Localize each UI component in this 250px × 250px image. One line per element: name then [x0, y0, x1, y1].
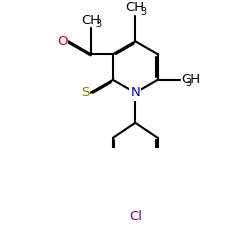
Text: S: S	[81, 86, 90, 99]
Text: 3: 3	[140, 7, 146, 17]
Text: 3: 3	[186, 78, 192, 88]
Text: 3: 3	[96, 20, 102, 30]
Text: O: O	[57, 35, 67, 48]
Text: Cl: Cl	[129, 210, 142, 222]
Text: CH: CH	[81, 14, 100, 27]
Text: N: N	[130, 86, 140, 99]
Text: CH: CH	[181, 74, 200, 86]
Text: CH: CH	[126, 2, 145, 15]
